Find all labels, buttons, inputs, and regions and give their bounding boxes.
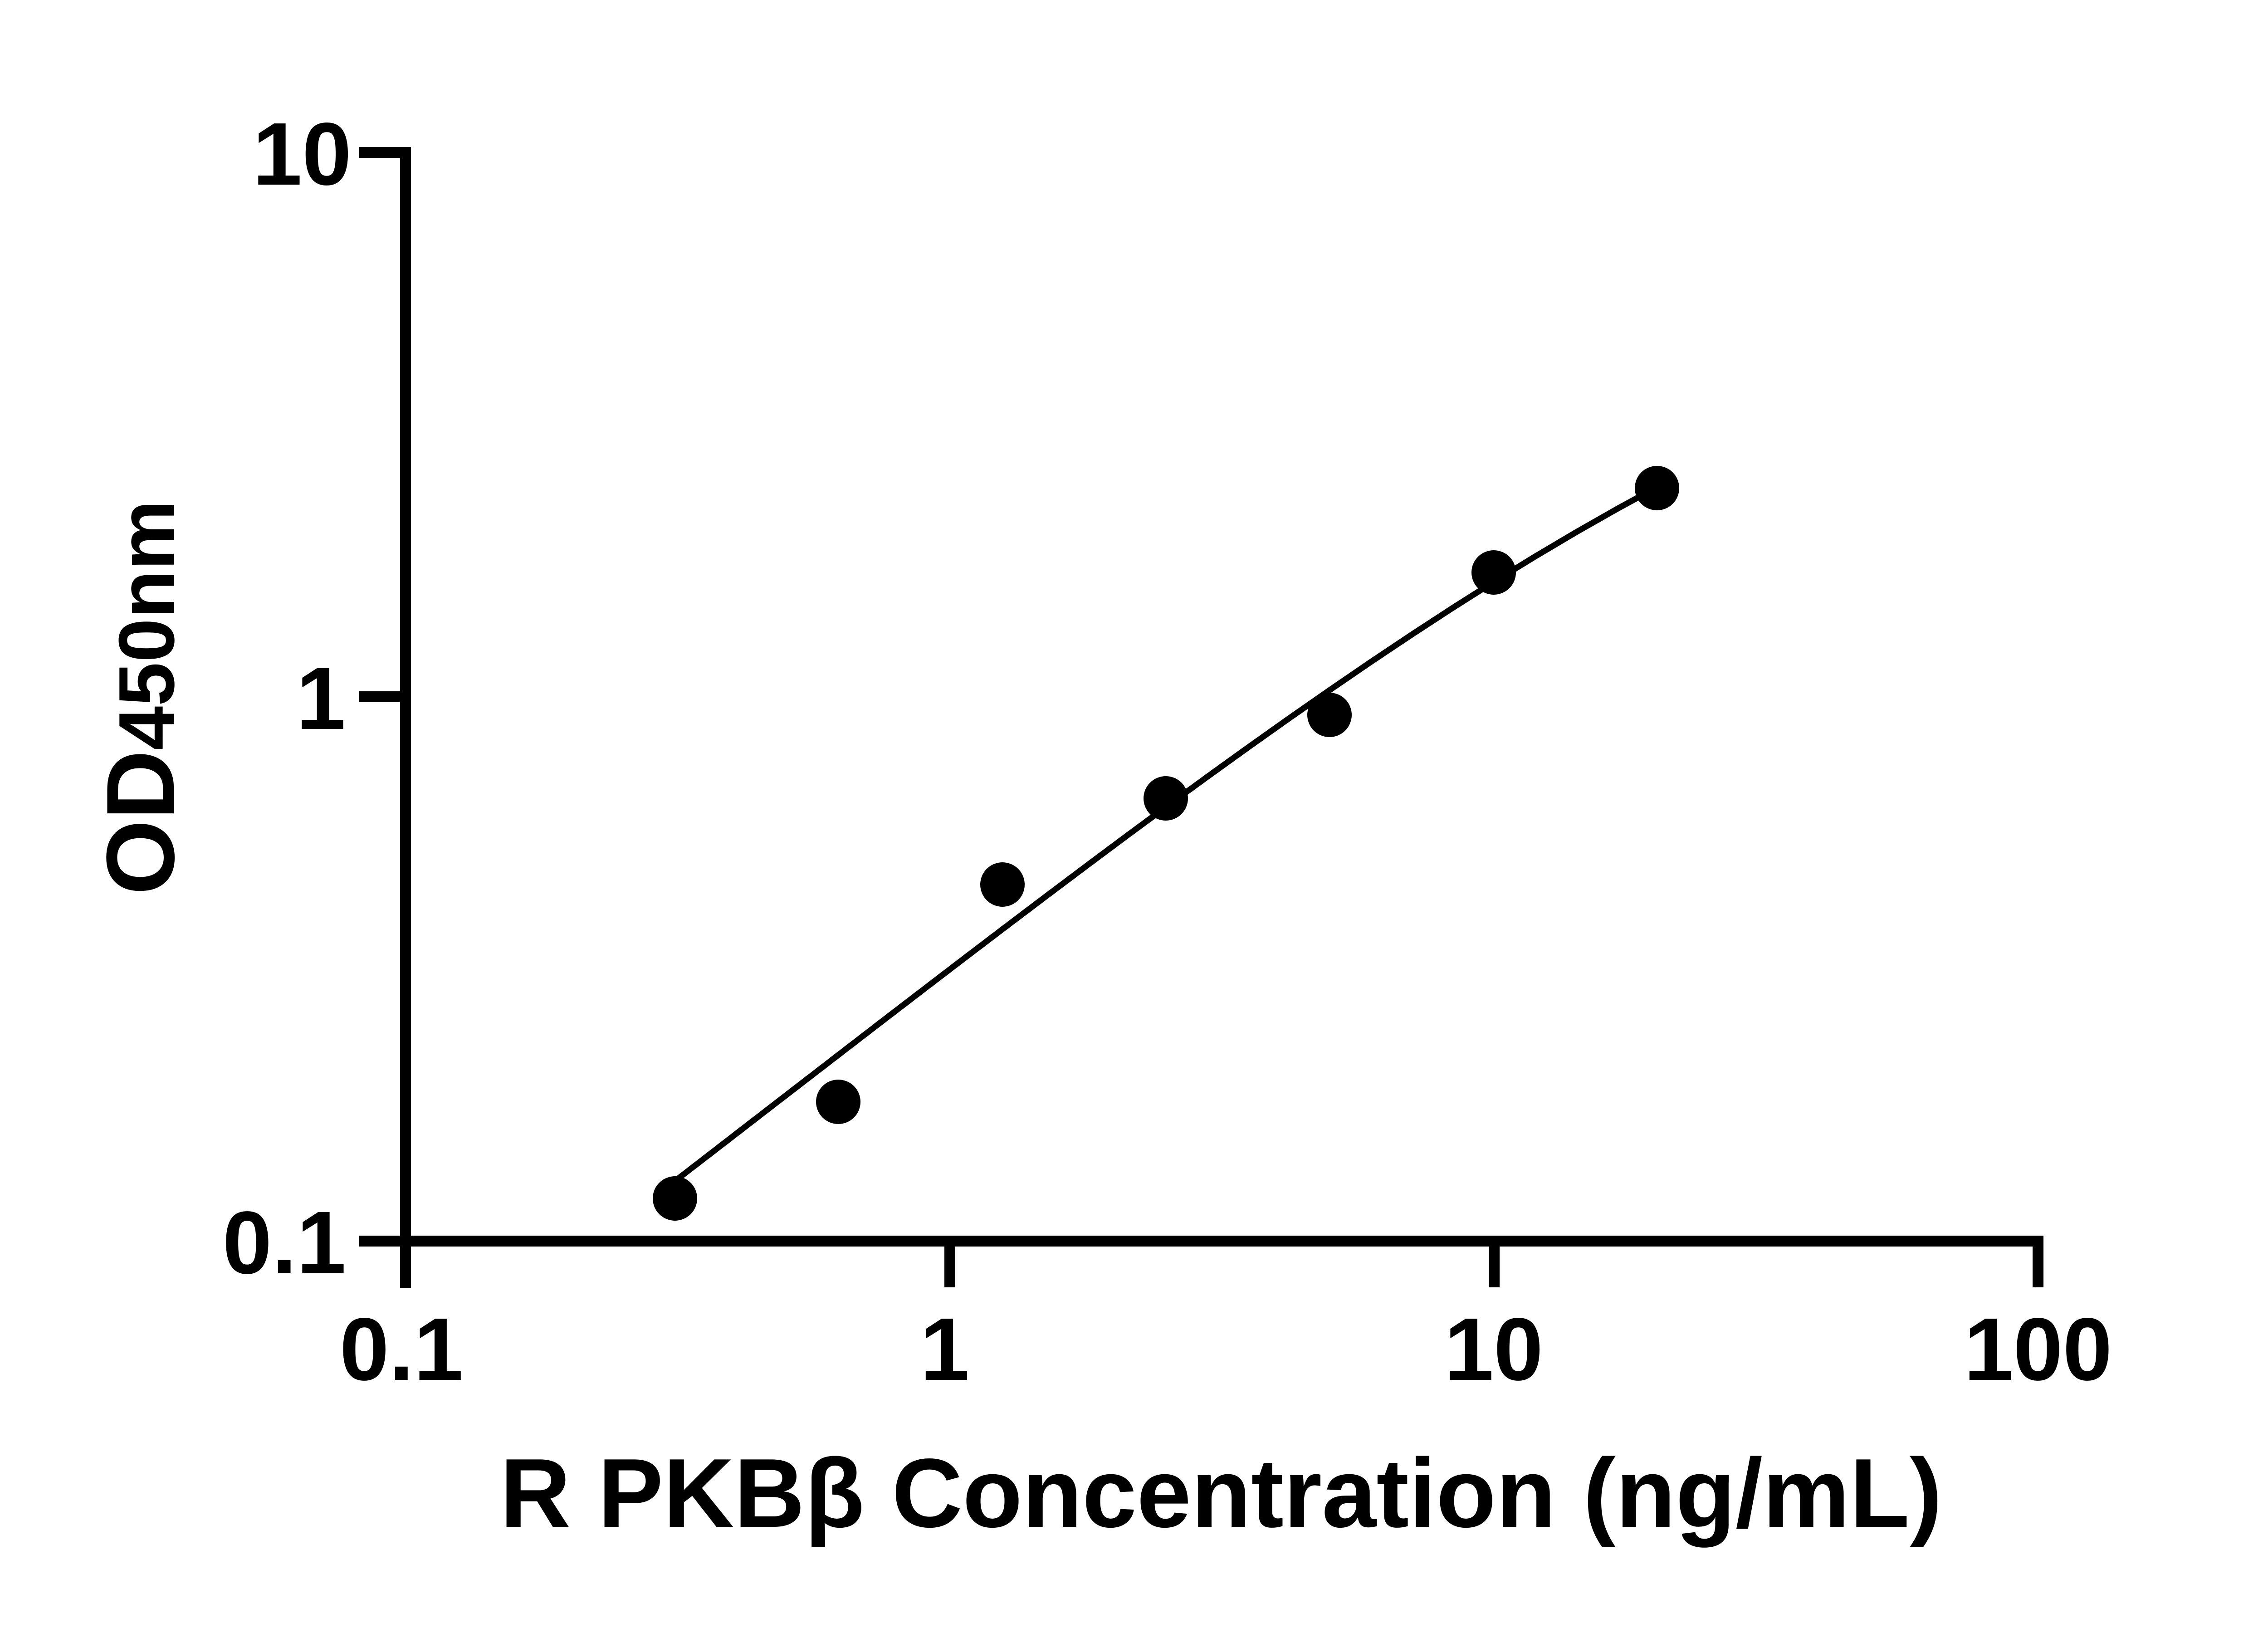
svg-text:0.1: 0.1 (340, 1300, 463, 1399)
svg-text:10: 10 (1444, 1300, 1543, 1399)
svg-text:100: 100 (1964, 1300, 2112, 1399)
svg-text:R PKBβ Concentration (ng/mL): R PKBβ Concentration (ng/mL) (500, 1438, 1942, 1548)
svg-text:10: 10 (253, 104, 352, 204)
svg-text:1: 1 (296, 649, 346, 748)
svg-text:0.1: 0.1 (223, 1193, 346, 1292)
svg-text:OD450nm: OD450nm (87, 500, 195, 895)
svg-text:1: 1 (920, 1300, 969, 1399)
